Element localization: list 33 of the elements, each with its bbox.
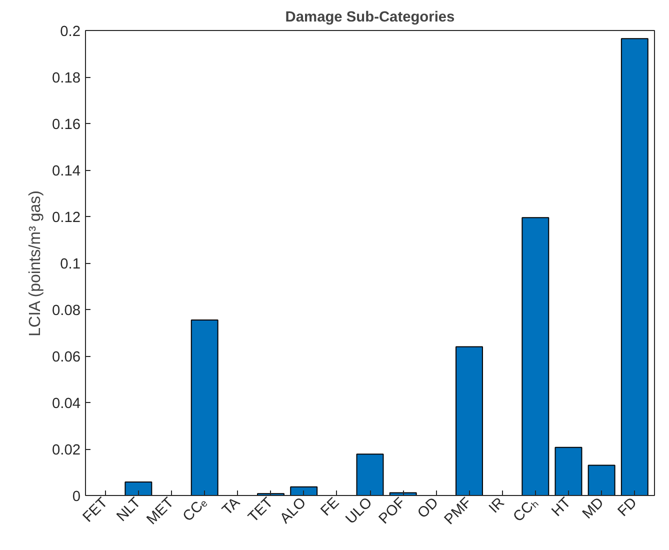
- bar: [620, 38, 648, 496]
- x-tick-label: CCₕ: [510, 494, 542, 526]
- y-tick-label: 0.1: [60, 256, 80, 272]
- chart-title: Damage Sub-Categories: [285, 10, 455, 26]
- bar: [456, 346, 483, 496]
- x-tick-label: ULO: [343, 494, 376, 528]
- x-tick-label: FD: [615, 494, 640, 520]
- y-tick-label: 0: [72, 489, 81, 505]
- y-tick-label: 0.18: [52, 70, 81, 86]
- bar: [290, 486, 318, 496]
- y-tick-label: 0.14: [52, 164, 81, 180]
- bar: [356, 454, 384, 496]
- y-tick-label: 0.02: [52, 442, 81, 458]
- bar: [522, 217, 550, 496]
- bar: [190, 319, 218, 496]
- x-tick-label: MD: [580, 494, 608, 522]
- y-tick-label: 0.08: [52, 303, 81, 319]
- x-tick-label: HT: [549, 494, 574, 520]
- x-tick-label: OD: [414, 494, 442, 522]
- bar: [124, 482, 152, 496]
- bar: [588, 464, 616, 496]
- y-tick-label: 0.04: [52, 396, 81, 412]
- y-axis-title: LCIA (points/m³ gas): [26, 190, 44, 336]
- x-tick-label: IR: [486, 494, 508, 517]
- x-tick-label: TET: [246, 494, 276, 526]
- y-tick-label: 0.2: [60, 24, 80, 40]
- x-tick-label: TA: [220, 494, 244, 519]
- y-tick-label: 0.06: [52, 350, 81, 366]
- bar: [554, 446, 582, 496]
- x-tick-label: FE: [318, 494, 343, 520]
- y-tick-label: 0.12: [52, 210, 81, 226]
- y-tick-label: 0.16: [52, 117, 81, 133]
- x-tick-label: CCₑ: [180, 494, 211, 525]
